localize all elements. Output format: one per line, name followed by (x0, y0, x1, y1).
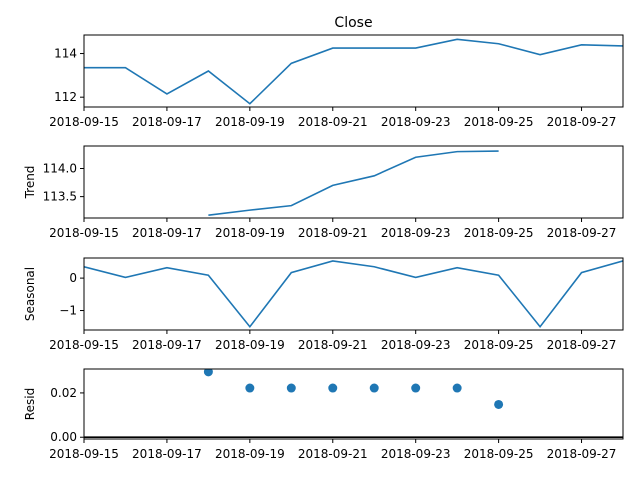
plot-frame (83, 257, 624, 331)
plot-frame (83, 368, 624, 440)
x-tick-label: 2018-09-23 (381, 115, 451, 129)
resid-point (245, 383, 255, 393)
x-tick-label: 2018-09-17 (132, 226, 202, 240)
y-tick-label: −1 (59, 304, 77, 318)
panel-4: Resid 0.00 0.02 2018-09-15 2018-09-17 2018-09… (23, 368, 624, 461)
resid-point (286, 383, 296, 393)
chart-title: Close (334, 15, 372, 31)
x-tick-label: 2018-09-25 (464, 226, 534, 240)
panel-2: Trend 113.5 114.0 2018-09-15 2018-09-17 2018-… (23, 145, 624, 240)
x-tick-label: 2018-09-23 (381, 226, 451, 240)
panel-3: Seasonal −1 0 2018-09-15 2018-09-17 2018-09-1… (23, 257, 624, 352)
x-tick-label: 2018-09-19 (215, 338, 285, 352)
x-tick-label: 2018-09-15 (49, 338, 119, 352)
x-tick-label: 2018-09-21 (298, 338, 368, 352)
x-tick-label: 2018-09-21 (298, 226, 368, 240)
x-tick-label: 2018-09-27 (547, 115, 617, 129)
x-tick-label: 2018-09-23 (381, 447, 451, 461)
resid-point (369, 383, 379, 393)
plot-frame (83, 34, 624, 108)
x-tick-label: 2018-09-25 (464, 338, 534, 352)
x-tick-label: 2018-09-15 (49, 115, 119, 129)
y-tick-label: 0.02 (50, 386, 77, 400)
series-line (84, 38, 623, 105)
x-tick-label: 2018-09-19 (215, 115, 285, 129)
series-line (84, 260, 623, 329)
series-group (84, 38, 623, 105)
x-tick-label: 2018-09-17 (132, 338, 202, 352)
resid-point (328, 383, 338, 393)
y-tick-label: 114 (54, 47, 77, 61)
resid-point (494, 399, 504, 409)
x-tick-label: 2018-09-21 (298, 115, 368, 129)
y-axis-label: Seasonal (23, 267, 37, 321)
series-line (208, 150, 499, 216)
y-tick-label: 113.5 (43, 190, 77, 204)
y-tick-label: 0 (69, 271, 77, 285)
y-tick-label: 0.00 (50, 430, 77, 444)
y-tick-label: 114.0 (43, 162, 77, 176)
x-tick-label: 2018-09-15 (49, 447, 119, 461)
series-group (208, 150, 499, 216)
x-tick-label: 2018-09-19 (215, 226, 285, 240)
plot-frame (83, 145, 624, 219)
panel-1: Close 112 114 2018-09-15 2018-09-17 2018-09-1… (49, 15, 624, 129)
x-tick-label: 2018-09-25 (464, 447, 534, 461)
x-tick-label: 2018-09-27 (547, 338, 617, 352)
y-tick-label: 112 (54, 90, 77, 104)
x-tick-label: 2018-09-17 (132, 115, 202, 129)
x-tick-label: 2018-09-25 (464, 115, 534, 129)
x-tick-label: 2018-09-17 (132, 447, 202, 461)
x-tick-label: 2018-09-21 (298, 447, 368, 461)
y-axis-label: Trend (23, 166, 37, 200)
resid-point (203, 369, 213, 377)
resid-point (452, 383, 462, 393)
x-tick-label: 2018-09-27 (547, 447, 617, 461)
x-tick-label: 2018-09-19 (215, 447, 285, 461)
x-tick-label: 2018-09-23 (381, 338, 451, 352)
x-tick-label: 2018-09-15 (49, 226, 119, 240)
series-group (84, 260, 623, 329)
y-axis-label: Resid (23, 388, 37, 420)
resid-point (411, 383, 421, 393)
series-group (84, 369, 623, 439)
x-tick-label: 2018-09-27 (547, 226, 617, 240)
